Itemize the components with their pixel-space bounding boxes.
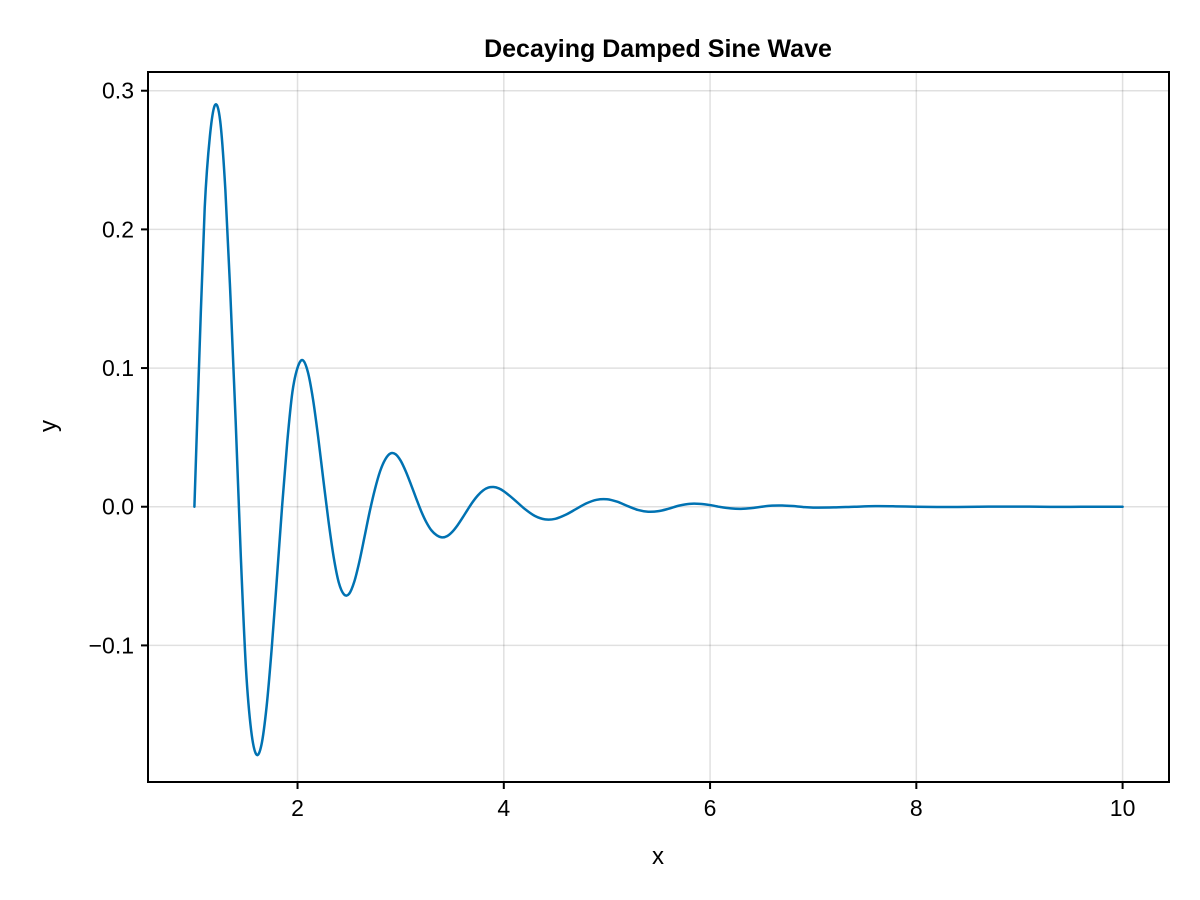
y-tick-label: −0.1: [89, 632, 134, 658]
x-axis-label: x: [652, 843, 664, 870]
x-tick-label: 2: [291, 795, 304, 821]
y-tick-label: 0.1: [102, 355, 134, 381]
plot-frame: [147, 71, 1170, 783]
x-tick-label: 4: [497, 795, 510, 821]
y-tick-label: 0.0: [102, 494, 134, 520]
series-line: [193, 103, 1124, 757]
y-tick-label: 0.3: [102, 78, 134, 104]
x-tick-label: 10: [1110, 795, 1136, 821]
grid-lines: [148, 72, 1169, 782]
x-axis: 2 4 6 8 10: [291, 782, 1135, 821]
y-axis: −0.1 0.0 0.1 0.2 0.3: [89, 78, 148, 658]
x-tick-label: 6: [704, 795, 717, 821]
y-tick-label: 0.2: [102, 216, 134, 242]
x-tick-label: 8: [910, 795, 923, 821]
y-axis-label: y: [35, 420, 62, 432]
chart-title: Decaying Damped Sine Wave: [484, 35, 832, 63]
